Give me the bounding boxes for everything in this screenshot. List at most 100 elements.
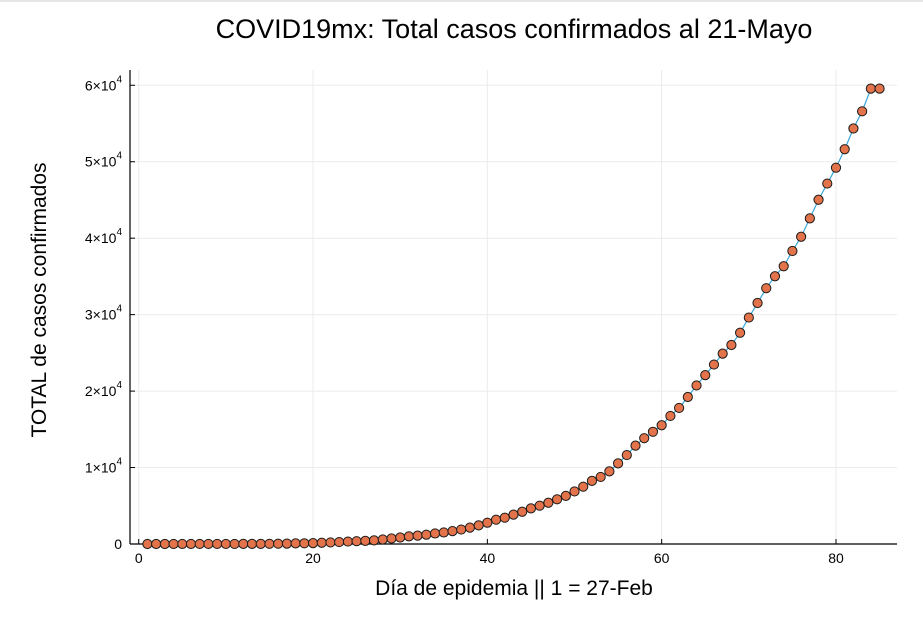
y-tick-label: 4×104 (85, 227, 123, 246)
data-point (543, 497, 554, 508)
data-point (865, 83, 876, 94)
data-point (534, 500, 545, 511)
data-point (395, 532, 406, 543)
data-point (421, 529, 432, 540)
data-point (787, 245, 798, 257)
y-ticks: 0 1×104 2×104 3×104 4×104 5×104 6×104 (85, 74, 135, 552)
data-point (299, 538, 310, 549)
data-point (674, 402, 685, 414)
data-point (848, 123, 859, 134)
data-point (804, 213, 815, 224)
data-point (151, 538, 162, 550)
data-point (630, 440, 641, 451)
data-point (691, 380, 702, 391)
y-tick-label: 5×104 (85, 151, 123, 170)
data-point (639, 433, 650, 444)
data-point (177, 538, 188, 550)
data-point (796, 231, 807, 242)
data-point (621, 449, 632, 461)
data-point (307, 538, 319, 549)
data-point (578, 481, 589, 492)
data-point (508, 509, 519, 520)
data-point (412, 530, 423, 541)
x-ticks: 0 20 40 60 80 (135, 539, 844, 566)
data-point (482, 517, 493, 528)
series-markers (142, 83, 885, 550)
data-point (368, 535, 380, 546)
data-point (159, 538, 170, 550)
data-point (194, 538, 205, 550)
data-point (813, 194, 824, 205)
data-point (708, 359, 720, 370)
top-border (0, 0, 923, 2)
data-point (490, 514, 502, 525)
data-point (612, 458, 624, 469)
data-point (316, 537, 327, 548)
y-axis-label: TOTAL de casos confirmados (28, 162, 51, 437)
grid (130, 70, 897, 544)
y-tick-label: 1×104 (85, 457, 123, 476)
x-tick-label: 0 (135, 550, 143, 566)
data-point (212, 538, 223, 550)
data-point (377, 534, 388, 545)
data-point (778, 261, 789, 272)
data-point (517, 506, 528, 517)
data-point (551, 494, 563, 505)
chart-title: COVID19mx: Total casos confirmados al 21… (216, 14, 813, 44)
data-point (325, 537, 336, 548)
series-line (147, 88, 880, 545)
data-point (429, 528, 441, 539)
data-point (857, 106, 868, 117)
data-point (168, 538, 179, 550)
data-point (351, 536, 362, 547)
data-point (290, 538, 301, 549)
data-point (830, 162, 842, 173)
data-point (238, 538, 249, 550)
data-point (403, 531, 415, 542)
data-point (142, 538, 153, 550)
data-point (604, 466, 615, 477)
data-point (822, 178, 833, 189)
data-point (717, 348, 728, 359)
data-point (726, 339, 737, 351)
data-point (647, 426, 659, 437)
data-point (656, 420, 667, 431)
data-point (203, 538, 214, 550)
data-point (586, 475, 598, 486)
data-point (456, 524, 467, 535)
x-tick-label: 60 (654, 550, 670, 566)
data-point (839, 144, 850, 155)
data-point (464, 522, 476, 533)
data-point (700, 370, 711, 381)
data-point (220, 538, 231, 550)
data-point (273, 538, 284, 549)
x-tick-label: 20 (305, 550, 321, 566)
data-point (334, 536, 345, 548)
data-point (229, 538, 240, 550)
data-point (682, 391, 693, 403)
data-point (264, 538, 275, 549)
y-tick-label: 2×104 (85, 380, 123, 399)
data-point (735, 327, 746, 338)
data-point (447, 525, 458, 537)
data-point (569, 486, 580, 497)
data-point (281, 538, 292, 549)
data-point (246, 538, 258, 550)
data-point (743, 312, 754, 323)
data-point (874, 83, 885, 94)
y-tick-label: 0 (114, 536, 122, 552)
data-point (499, 512, 510, 523)
data-point (438, 527, 449, 538)
data-point (665, 410, 676, 422)
data-point (473, 520, 484, 531)
data-point (560, 490, 571, 501)
data-point (255, 538, 266, 549)
x-axis-label: Día de epidemia || 1 = 27-Feb (375, 577, 653, 600)
data-point (752, 297, 763, 309)
data-point (342, 536, 353, 547)
x-tick-label: 40 (480, 550, 496, 566)
data-point (595, 471, 606, 483)
data-point (769, 271, 781, 282)
x-tick-label: 80 (828, 550, 844, 566)
